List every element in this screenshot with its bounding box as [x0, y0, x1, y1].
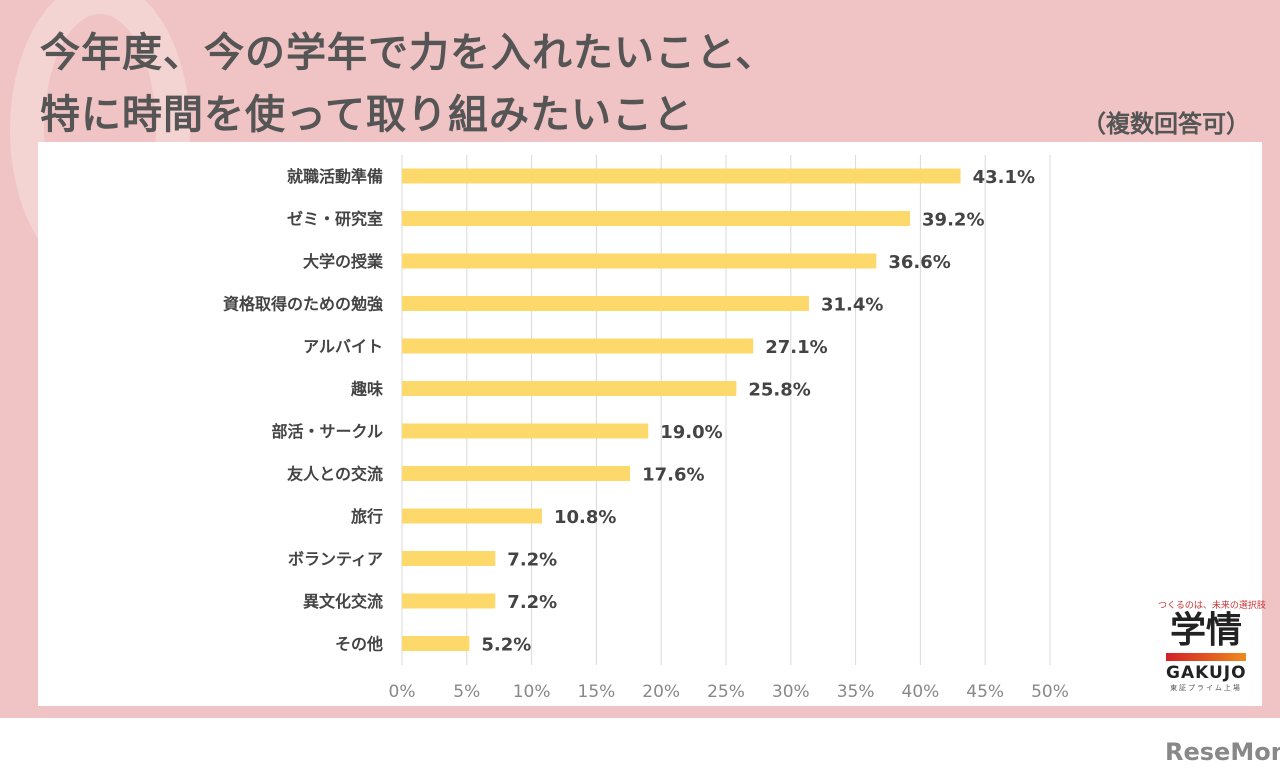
bar — [402, 211, 911, 226]
value-label: 27.1% — [765, 337, 827, 358]
value-label: 17.6% — [642, 465, 704, 486]
logo-english: GAKUJO — [1166, 663, 1247, 683]
category-label: 資格取得のための勉強 — [223, 295, 383, 314]
bar — [402, 636, 470, 651]
logo-tagline: つくるのは、未来の選択肢 — [1158, 601, 1266, 611]
value-label: 43.1% — [973, 167, 1035, 188]
bar — [402, 338, 754, 354]
bar — [402, 466, 631, 481]
category-label: 異文化交流 — [303, 592, 383, 611]
value-label: 25.8% — [748, 380, 810, 401]
value-label: 19.0% — [660, 422, 722, 443]
category-label: 大学の授業 — [303, 252, 384, 271]
x-tick-label: 30% — [772, 682, 810, 702]
logo-bar — [1166, 653, 1246, 661]
x-tick-label: 35% — [837, 682, 875, 702]
value-label: 39.2% — [922, 210, 984, 231]
value-label: 36.6% — [888, 252, 950, 273]
bar — [402, 168, 961, 184]
bar — [402, 381, 737, 396]
multiple-answers-note: （複数回答可） — [1082, 110, 1250, 138]
x-tick-label: 45% — [966, 682, 1004, 702]
x-tick-label: 25% — [707, 682, 745, 702]
category-label: その他 — [335, 635, 383, 654]
title-line-2: 特に時間を使って取り組みたいこと — [40, 92, 694, 138]
value-label: 7.2% — [507, 592, 557, 613]
value-label: 31.4% — [821, 295, 883, 316]
resemom-watermark: ReseMom — [1165, 738, 1280, 766]
bar — [402, 423, 649, 439]
category-label: 就職活動準備 — [287, 167, 383, 186]
value-label: 7.2% — [507, 550, 557, 571]
category-label: 友人との交流 — [287, 465, 383, 484]
x-tick-label: 10% — [513, 682, 551, 702]
title-line-1: 今年度、今の学年で力を入れたいこと、 — [40, 30, 777, 76]
value-label: 10.8% — [554, 507, 616, 528]
category-label: 趣味 — [350, 380, 383, 399]
category-label: 旅行 — [351, 507, 383, 526]
x-tick-label: 50% — [1031, 682, 1069, 702]
bar — [402, 593, 496, 609]
value-label: 5.2% — [481, 635, 531, 656]
x-tick-label: 0% — [389, 682, 416, 702]
category-label: 部活・サークル — [271, 422, 383, 441]
category-label: アルバイト — [303, 337, 383, 356]
bar — [402, 551, 496, 566]
category-label: ゼミ・研究室 — [287, 210, 383, 229]
gakujo-logo: つくるのは、未来の選択肢 学情 GAKUJO 東証プライム上場 — [1158, 598, 1266, 693]
x-tick-label: 15% — [578, 682, 616, 702]
x-tick-label: 40% — [902, 682, 940, 702]
category-label: ボランティア — [288, 550, 383, 569]
bar — [402, 253, 877, 269]
logo-kanji: 学情 — [1169, 610, 1242, 651]
x-tick-label: 20% — [642, 682, 680, 702]
bar — [402, 508, 542, 524]
chart-panel — [38, 142, 1262, 706]
x-tick-label: 5% — [453, 682, 480, 702]
logo-sub: 東証プライム上場 — [1170, 684, 1242, 692]
bar — [402, 296, 809, 311]
